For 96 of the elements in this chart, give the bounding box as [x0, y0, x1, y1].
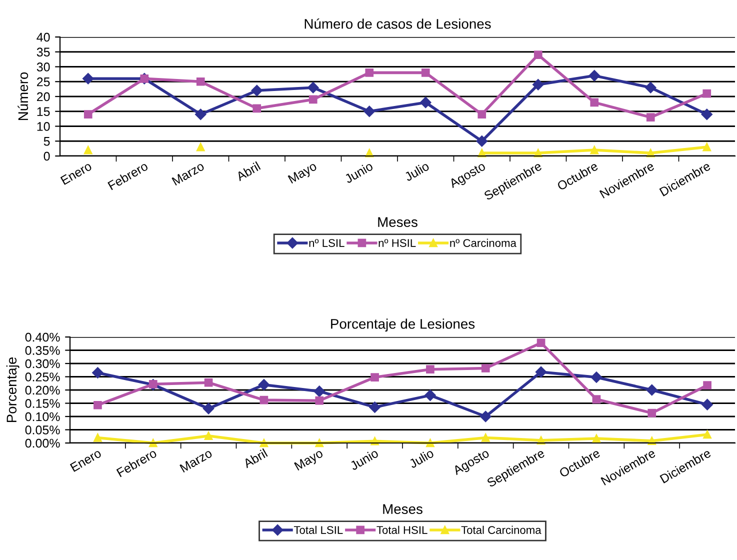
point — [645, 82, 656, 94]
point — [592, 395, 601, 404]
y-tick-label: 0.25% — [25, 372, 60, 382]
point — [702, 89, 712, 98]
y-tick-label: 0.30% — [25, 359, 60, 368]
point — [148, 438, 158, 448]
y-tick-label: 0.20% — [25, 386, 60, 395]
point — [532, 78, 544, 90]
point — [592, 434, 601, 443]
point — [590, 98, 599, 107]
x-tick-label: Mayo — [294, 448, 325, 473]
point — [480, 410, 492, 422]
point — [590, 372, 602, 383]
legend-label: nº Carcinoma — [450, 238, 516, 247]
y-tick-label: 35 — [36, 48, 50, 57]
point — [424, 390, 436, 401]
y-tick-label: 0.40% — [25, 332, 60, 342]
point — [315, 438, 324, 448]
x-tick-label: Abril — [242, 448, 268, 468]
point — [308, 82, 319, 94]
point — [94, 400, 102, 410]
point — [92, 367, 104, 378]
legend-label: Total LSIL — [294, 526, 343, 534]
y-tick-label: 5 — [44, 137, 50, 146]
y-tick-label: 0.35% — [25, 346, 60, 355]
point — [701, 108, 712, 120]
x-tick-label: Abril — [235, 161, 261, 182]
x-axis-title: Meses — [383, 504, 422, 514]
x-axis-title: Meses — [378, 217, 418, 227]
legend-label: nº LSIL — [309, 239, 344, 247]
x-tick-label: Junio — [349, 448, 379, 471]
y-tick-label: 10 — [37, 122, 50, 131]
x-tick-label: Julio — [408, 448, 434, 469]
point — [84, 146, 92, 154]
point — [535, 366, 547, 378]
point — [251, 84, 262, 96]
point — [703, 430, 712, 439]
point — [84, 110, 92, 119]
point — [534, 50, 542, 60]
point — [370, 436, 379, 446]
y-tick-label: 30 — [36, 62, 50, 72]
y-tick-label: 0.00% — [25, 438, 60, 448]
y-tick-label: 0.05% — [25, 426, 60, 434]
x-tick-label: Junio — [344, 161, 374, 184]
x-tick-label: Julio — [404, 161, 430, 182]
x-tick-label: Enero — [70, 448, 102, 472]
point — [196, 142, 205, 152]
point — [702, 142, 712, 152]
point — [421, 68, 430, 77]
point — [370, 373, 379, 382]
point — [196, 77, 205, 86]
chart-title: Número de casos de Lesiones — [304, 18, 491, 29]
y-tick-label: 20 — [37, 92, 50, 102]
chart-title: Porcentaje de Lesiones — [331, 318, 475, 332]
point — [364, 106, 375, 117]
point — [481, 364, 490, 372]
x-tick-label: Enero — [60, 162, 92, 185]
y-axis-title: Número — [18, 72, 28, 120]
point — [202, 402, 214, 414]
point — [536, 338, 546, 347]
point — [82, 73, 94, 84]
point — [588, 70, 600, 82]
y-tick-label: 40 — [36, 32, 50, 42]
point — [204, 378, 213, 387]
point — [315, 396, 324, 405]
point — [476, 136, 488, 147]
point — [646, 384, 658, 396]
point — [426, 365, 434, 374]
point — [646, 113, 655, 122]
point — [260, 396, 268, 404]
y-axis-title: Porcentaje — [6, 357, 20, 422]
point — [702, 398, 713, 410]
y-tick-label: 15 — [37, 107, 50, 116]
point — [308, 95, 318, 104]
point — [94, 434, 102, 442]
legend-label: Total Carcinoma — [461, 526, 542, 534]
point — [590, 146, 599, 154]
y-tick-label: 0.10% — [25, 412, 60, 422]
point — [703, 381, 712, 390]
y-tick-label: 0 — [44, 152, 50, 161]
y-tick-label: 0.15% — [25, 399, 60, 408]
legend-label: Total HSIL — [376, 526, 428, 534]
point — [478, 110, 486, 119]
y-tick-label: 25 — [37, 77, 50, 86]
point — [204, 432, 213, 440]
point — [258, 379, 270, 390]
point — [420, 96, 432, 108]
point — [365, 68, 374, 77]
legend-label: nº HSIL — [378, 239, 416, 247]
x-tick-label: Mayo — [288, 162, 318, 186]
point — [369, 402, 380, 413]
point — [252, 104, 262, 113]
point — [481, 434, 490, 442]
point — [195, 108, 206, 120]
point — [314, 386, 325, 397]
point — [648, 408, 656, 418]
